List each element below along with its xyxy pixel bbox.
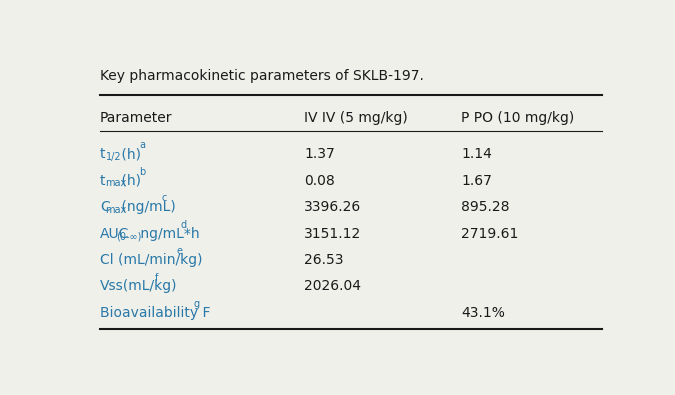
Text: 895.28: 895.28 xyxy=(461,200,510,214)
Text: (0-∞): (0-∞) xyxy=(117,231,142,241)
Text: P PO (10 mg/kg): P PO (10 mg/kg) xyxy=(461,111,574,125)
Text: 0.08: 0.08 xyxy=(304,174,335,188)
Text: max: max xyxy=(105,179,127,188)
Text: Parameter: Parameter xyxy=(100,111,173,125)
Text: 2719.61: 2719.61 xyxy=(461,227,518,241)
Text: e: e xyxy=(177,246,183,256)
Text: c: c xyxy=(161,194,167,203)
Text: g: g xyxy=(194,299,200,309)
Text: Bioavailability F: Bioavailability F xyxy=(100,306,211,320)
Text: ng/mL*h: ng/mL*h xyxy=(136,227,200,241)
Text: AUC: AUC xyxy=(100,227,130,241)
Text: C: C xyxy=(100,200,110,214)
Text: (ng/mL): (ng/mL) xyxy=(117,200,176,214)
Text: 26.53: 26.53 xyxy=(304,253,344,267)
Text: 1/2: 1/2 xyxy=(105,152,122,162)
Text: (h): (h) xyxy=(117,174,141,188)
Text: 1.37: 1.37 xyxy=(304,147,335,161)
Text: max: max xyxy=(105,205,127,215)
Text: t: t xyxy=(100,174,105,188)
Text: t: t xyxy=(100,147,105,161)
Text: Cl (mL/min/kg): Cl (mL/min/kg) xyxy=(100,253,202,267)
Text: IV IV (5 mg/kg): IV IV (5 mg/kg) xyxy=(304,111,408,125)
Text: 1.14: 1.14 xyxy=(461,147,492,161)
Text: (h): (h) xyxy=(117,147,141,161)
Text: Key pharmacokinetic parameters of SKLB-197.: Key pharmacokinetic parameters of SKLB-1… xyxy=(100,69,424,83)
Text: b: b xyxy=(139,167,146,177)
Text: Vss(mL/kg): Vss(mL/kg) xyxy=(100,280,178,293)
Text: 2026.04: 2026.04 xyxy=(304,280,361,293)
Text: d: d xyxy=(180,220,186,230)
Text: 1.67: 1.67 xyxy=(461,174,492,188)
Text: 3396.26: 3396.26 xyxy=(304,200,361,214)
Text: 3151.12: 3151.12 xyxy=(304,227,361,241)
Text: a: a xyxy=(139,141,145,150)
Text: f: f xyxy=(155,273,159,283)
Text: 43.1%: 43.1% xyxy=(461,306,505,320)
